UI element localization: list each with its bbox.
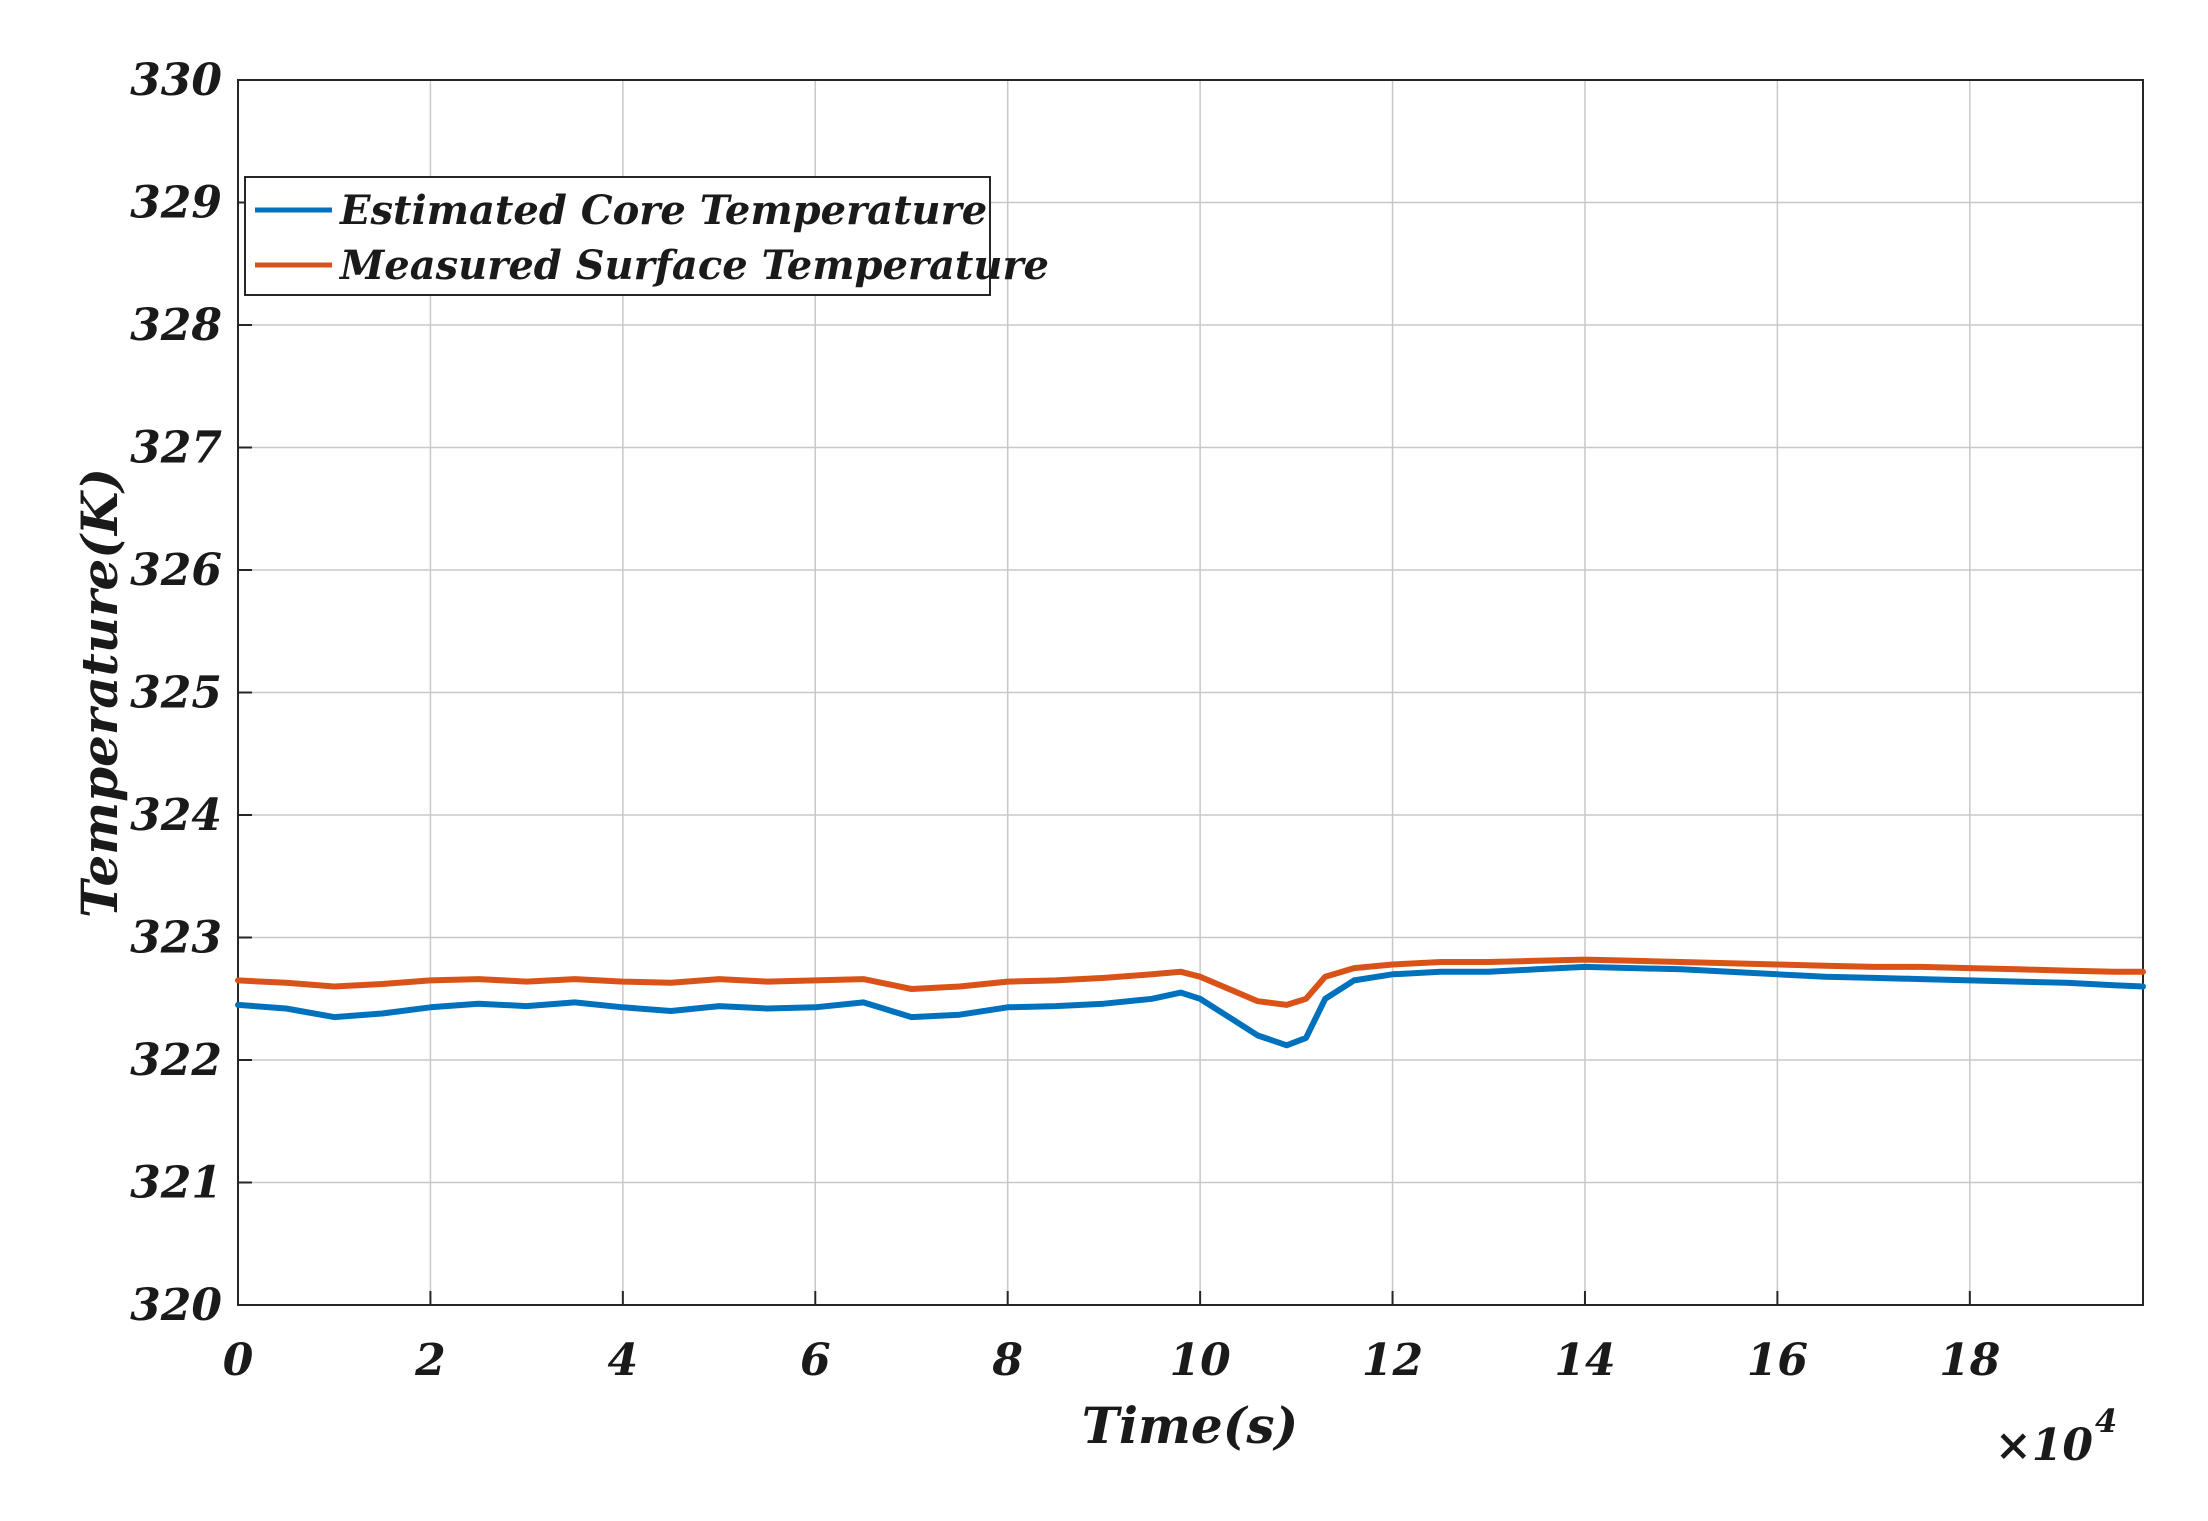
y-tick-label-324: 324: [130, 790, 222, 841]
y-tick-label-328: 328: [130, 300, 222, 351]
x-axis-multiplier: ×10 4: [1995, 1402, 2117, 1471]
x-axis-title: Time(s): [1082, 1396, 1298, 1455]
y-tick-label-330: 330: [130, 55, 222, 106]
y-axis-ticks: 320 321 322 323 324 325 326 327 328 329 330: [130, 55, 252, 1331]
x-tick-label-14: 14: [1554, 1335, 1615, 1386]
y-tick-label-327: 327: [130, 423, 222, 474]
y-tick-label-323: 323: [130, 913, 222, 964]
y-tick-label-329: 329: [130, 178, 222, 229]
y-tick-label-322: 322: [130, 1035, 222, 1086]
series-group: [235, 956, 2146, 1049]
x-axis-multiplier-power: 4: [2095, 1402, 2117, 1440]
x-tick-label-2: 2: [414, 1335, 446, 1386]
legend-label-core: Estimated Core Temperature: [339, 187, 987, 234]
grid: [238, 80, 2143, 1305]
y-axis-title: Temperature(K): [70, 468, 129, 918]
y-tick-label-326: 326: [130, 545, 222, 596]
y-tick-label-321: 321: [130, 1158, 222, 1209]
legend: Estimated Core Temperature Measured Surf…: [244, 176, 1049, 296]
x-tick-label-6: 6: [800, 1335, 831, 1386]
y-tick-label-325: 325: [130, 668, 222, 719]
legend-box: [244, 176, 991, 296]
series-line-measured-surface-temperature: [235, 956, 2146, 1008]
x-axis-ticks: 0 2 4 6 8 10 12 14 16 18: [223, 1291, 2000, 1386]
series-line-estimated-core-temperature: [235, 963, 2146, 1049]
x-tick-label-16: 16: [1747, 1335, 1808, 1386]
x-axis-multiplier-base: ×10: [1995, 1420, 2093, 1471]
x-tick-label-8: 8: [991, 1335, 1023, 1386]
y-tick-label-320: 320: [130, 1280, 222, 1331]
x-tick-label-18: 18: [1939, 1335, 2000, 1386]
x-tick-label-0: 0: [223, 1335, 254, 1386]
legend-label-surface: Measured Surface Temperature: [338, 242, 1049, 289]
x-tick-label-10: 10: [1170, 1335, 1232, 1386]
x-tick-label-12: 12: [1362, 1335, 1423, 1386]
x-tick-label-4: 4: [608, 1335, 639, 1386]
